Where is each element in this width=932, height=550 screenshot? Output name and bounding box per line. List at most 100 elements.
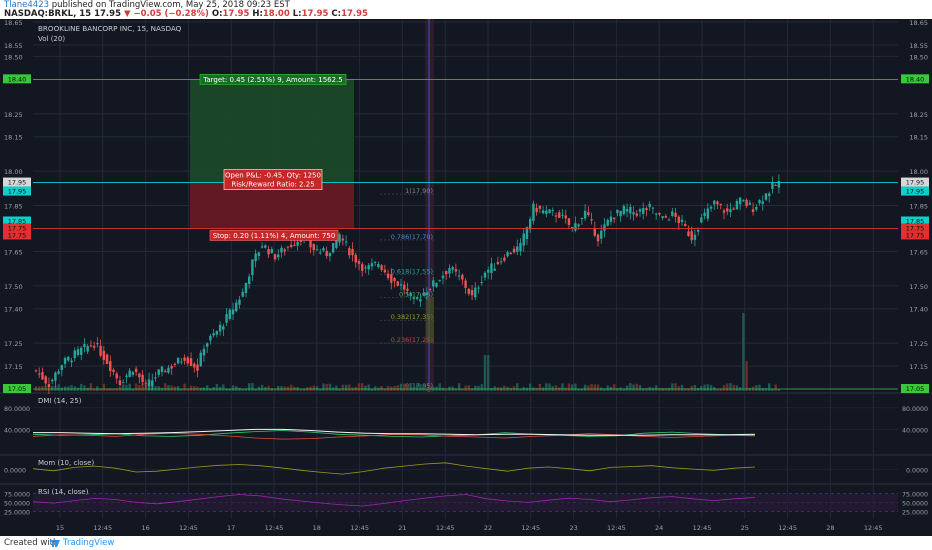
- candle-body: [774, 184, 777, 186]
- candle-body: [677, 216, 680, 224]
- volume-bar: [115, 388, 118, 391]
- volume-bar: [583, 384, 587, 391]
- volume-bar: [267, 385, 270, 391]
- volume-bar: [667, 387, 671, 391]
- price-tick-right: 18.00: [909, 168, 928, 176]
- candle-body: [729, 209, 732, 213]
- ohlc-open: 17.95: [222, 9, 250, 19]
- volume-bar: [735, 385, 739, 391]
- time-tick: 12:45: [521, 524, 540, 532]
- candle-body: [667, 219, 671, 221]
- volume-bar: [112, 388, 115, 391]
- indicator-tick-right: 40.0000: [902, 427, 928, 434]
- volume-bar: [774, 384, 777, 391]
- candle-body: [619, 210, 622, 217]
- candle-body: [154, 377, 157, 379]
- volume-bar: [454, 388, 458, 391]
- volume-bar: [380, 386, 383, 391]
- volume-bar: [593, 384, 596, 391]
- tradingview-brand[interactable]: TradingView: [63, 538, 115, 548]
- price-tag-text: 17.95: [906, 188, 925, 196]
- grid-lines: [0, 19, 932, 519]
- candle-body: [516, 246, 519, 252]
- candle-body: [535, 207, 538, 213]
- candle-body: [151, 380, 154, 387]
- indicator-title: RSI (14, close): [38, 488, 89, 496]
- candle-body: [519, 242, 522, 252]
- candle-body: [409, 292, 412, 297]
- volume-bar: [125, 384, 128, 391]
- price-axis[interactable]: 18.65 18.65 18.55 18.55 18.50 18.50 18.40 18.40…: [3, 19, 929, 393]
- volume-bar: [755, 385, 758, 391]
- candle-body: [270, 249, 273, 254]
- volume-bar: [383, 388, 387, 391]
- volume-bar: [89, 383, 93, 391]
- candle-body: [564, 215, 567, 219]
- volume-bar: [732, 384, 735, 391]
- volume-bar: [635, 383, 638, 391]
- candle-body: [160, 366, 164, 372]
- price-tag-text: 17.75: [906, 224, 925, 232]
- author-username[interactable]: Tlane4423: [4, 0, 50, 10]
- candle-body: [470, 290, 474, 296]
- candle-body: [403, 284, 406, 290]
- candle-body: [102, 350, 106, 361]
- candle-body: [448, 268, 451, 274]
- candle-body: [225, 313, 228, 323]
- candle-body: [377, 263, 380, 267]
- volume-title: Vol (20): [38, 35, 65, 43]
- candle-body: [370, 263, 374, 267]
- candle-body: [457, 275, 461, 277]
- volume-bar: [587, 385, 590, 391]
- price-tick-right: 17.65: [909, 248, 928, 256]
- candle-body: [432, 280, 435, 287]
- candle-body: [222, 326, 225, 330]
- candle-body: [277, 254, 280, 258]
- candle-body: [654, 213, 658, 215]
- candle-body: [454, 269, 458, 272]
- candle-body: [118, 380, 122, 386]
- candle-body: [661, 216, 664, 218]
- price-tick-left: 18.55: [4, 42, 23, 50]
- price-tick-left: 18.65: [4, 19, 23, 27]
- indicator-series-line: [32, 494, 756, 507]
- volume-bar: [577, 388, 580, 391]
- volume-bar: [474, 385, 477, 391]
- publish-info: published on TradingView.com, May 25, 20…: [51, 0, 290, 10]
- time-tick: 16: [141, 524, 149, 532]
- volume-bar: [361, 383, 364, 391]
- candle-body: [138, 373, 141, 378]
- candle-body: [309, 240, 312, 248]
- symbol-name: NASDAQ:BRKL, 15: [4, 9, 92, 19]
- time-axis[interactable]: 15 12:45 16 12:45 17 12:45 18 12:45 21 12:45 22 12:…: [56, 524, 883, 532]
- candle-body: [212, 333, 215, 336]
- volume-bar: [176, 386, 180, 391]
- candle-body: [80, 347, 83, 355]
- chart-area[interactable]: 1(17.90) 0.786(17.70) 0.618(17.55) 0.5(17.4…: [0, 19, 932, 536]
- volume-bar: [193, 386, 196, 391]
- volume-bar: [222, 384, 225, 391]
- volume-bar: [167, 385, 170, 391]
- volume-bar: [215, 384, 219, 391]
- volume-bar: [709, 385, 713, 391]
- chart-svg[interactable]: 1(17.90) 0.786(17.70) 0.618(17.55) 0.5(17.4…: [0, 19, 932, 536]
- candle-body: [538, 205, 542, 209]
- candle-body: [296, 241, 299, 246]
- indicator-tick-left: 25.0000: [4, 509, 30, 516]
- volume-bar: [325, 383, 328, 391]
- candle-body: [99, 345, 102, 356]
- volume-bar: [768, 383, 771, 391]
- volume-bar: [122, 384, 125, 391]
- volume-bar: [299, 388, 303, 391]
- candlesticks: [34, 174, 781, 395]
- candle-body: [112, 369, 115, 372]
- fibonacci-retracement[interactable]: 1(17.90) 0.786(17.70) 0.618(17.55) 0.5(17.4…: [380, 187, 434, 390]
- price-tick-right: 17.25: [909, 340, 928, 348]
- volume-bar: [654, 385, 658, 391]
- candle-body: [612, 217, 616, 220]
- candle-body: [464, 280, 467, 288]
- candle-body: [89, 345, 93, 347]
- indicator-tick-right: 0.0000: [906, 468, 928, 475]
- price-tag-right: [901, 384, 929, 393]
- volume-bar: [170, 385, 173, 391]
